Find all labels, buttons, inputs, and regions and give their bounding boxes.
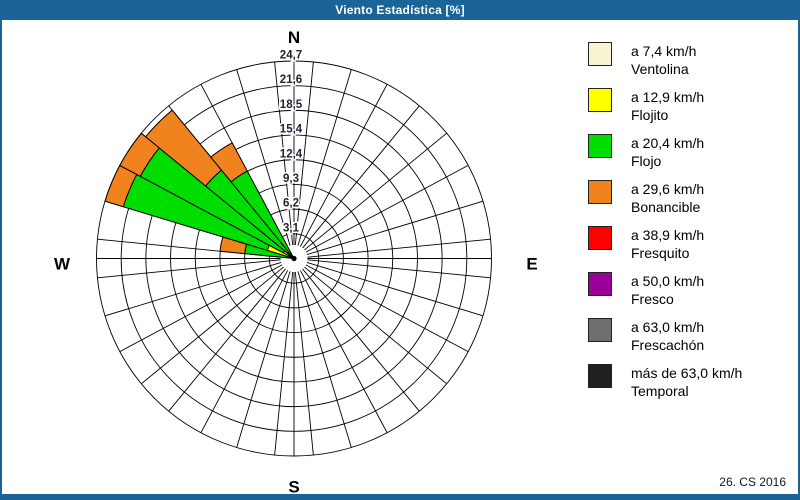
grid-spoke bbox=[168, 268, 286, 412]
grid-spoke bbox=[274, 61, 294, 246]
legend-label: a 20,4 km/h Flojo bbox=[631, 134, 704, 171]
legend-class-name: Flojito bbox=[631, 107, 669, 124]
legend-item-temporal: más de 63,0 km/h Temporal bbox=[588, 363, 788, 401]
legend-speed-range: a 12,9 km/h bbox=[631, 88, 705, 105]
legend-item-flojo: a 20,4 km/h Flojo bbox=[588, 133, 788, 171]
grid-spoke bbox=[299, 84, 388, 247]
cardinal-label-east: E bbox=[526, 255, 537, 274]
legend-label: a 63,0 km/h Frescachón bbox=[631, 318, 704, 355]
radial-tick-label: 24,7 bbox=[280, 50, 302, 62]
radial-tick-label: 3,1 bbox=[283, 222, 300, 234]
radial-tick-labels: 3,1 6,2 9,3 12,4 15,4 18,5 21,6 24,7 bbox=[278, 48, 304, 236]
grid-spoke bbox=[304, 132, 447, 251]
grid-spoke bbox=[294, 271, 314, 456]
legend-swatch bbox=[588, 42, 612, 66]
grid-spoke bbox=[236, 271, 291, 448]
rose-center-dot bbox=[291, 255, 297, 262]
legend-speed-range: a 20,4 km/h bbox=[631, 134, 705, 151]
legend-swatch bbox=[588, 271, 612, 296]
legend-speed-range: a 7,4 km/h bbox=[631, 43, 697, 59]
grid-spoke bbox=[104, 261, 282, 317]
cardinal-label-west: W bbox=[54, 255, 71, 274]
legend-item-flojito: a 12,9 km/h Flojito bbox=[588, 87, 788, 125]
grid-spoke bbox=[141, 266, 284, 385]
grid-spoke bbox=[274, 271, 294, 456]
legend-swatch bbox=[588, 133, 612, 158]
grid-spoke bbox=[236, 69, 291, 246]
legend-swatch bbox=[588, 363, 612, 388]
legend-label: a 12,9 km/h Flojito bbox=[631, 88, 704, 125]
title-bar[interactable]: Viento Estadística [%] bbox=[2, 0, 798, 20]
wind-sector-segment bbox=[119, 132, 160, 177]
grid-spoke bbox=[304, 266, 447, 385]
legend-class-name: Bonancible bbox=[631, 199, 701, 216]
legend-label: a 7,4 km/h Ventolina bbox=[631, 42, 696, 79]
legend: a 7,4 km/h Ventolina a 12,9 km/h Flojito a 2… bbox=[588, 42, 788, 410]
radial-tick-label: 9,3 bbox=[283, 173, 299, 185]
cardinal-labels: N E S W bbox=[54, 28, 538, 494]
legend-class-name: Fresquito bbox=[631, 245, 690, 262]
legend-swatch bbox=[588, 179, 612, 204]
grid-spoke bbox=[307, 238, 491, 258]
legend-label: más de 63,0 km/h Temporal bbox=[631, 364, 742, 401]
grid-spoke bbox=[200, 270, 289, 433]
legend-item-fresco: a 50,0 km/h Fresco bbox=[588, 271, 788, 309]
grid-spoke bbox=[306, 261, 484, 317]
legend-swatch bbox=[588, 317, 612, 342]
wind-sector-segment bbox=[145, 109, 222, 187]
grid-spoke bbox=[119, 264, 283, 352]
grid-spoke bbox=[297, 271, 352, 448]
grid-spoke bbox=[302, 105, 420, 249]
wind-sectors bbox=[104, 109, 295, 259]
cardinal-label-north: N bbox=[288, 28, 300, 47]
legend-speed-range: a 38,9 km/h bbox=[631, 226, 705, 243]
cardinal-label-south: S bbox=[288, 478, 299, 495]
legend-class-name: Flojo bbox=[631, 153, 662, 170]
footer-credit: 26. CS 2016 bbox=[719, 475, 786, 489]
grid-spoke bbox=[305, 165, 469, 253]
radial-tick-label: 18,5 bbox=[280, 99, 303, 111]
legend-class-name: Frescachón bbox=[631, 337, 705, 354]
grid-spoke bbox=[305, 264, 469, 352]
legend-speed-range: a 29,6 km/h bbox=[631, 180, 705, 197]
legend-class-name: Temporal bbox=[631, 383, 689, 400]
legend-class-name: Fresco bbox=[631, 291, 674, 308]
legend-speed-range: más de 63,0 km/h bbox=[631, 364, 743, 381]
grid-spoke bbox=[297, 69, 352, 246]
grid-spoke bbox=[302, 268, 420, 412]
grid-spoke bbox=[97, 259, 281, 279]
legend-label: a 38,9 km/h Fresquito bbox=[631, 226, 704, 263]
wind-rose-chart: 3,1 6,2 9,3 12,4 15,4 18,5 21,6 24,7 N E S W bbox=[54, 28, 538, 494]
grid-spoke bbox=[294, 61, 314, 246]
radial-tick-label: 12,4 bbox=[280, 148, 303, 160]
grid-spoke bbox=[307, 259, 491, 279]
legend-speed-range: a 50,0 km/h bbox=[631, 272, 705, 289]
legend-swatch bbox=[588, 87, 612, 112]
radial-tick-label: 21,6 bbox=[280, 74, 302, 86]
chart-area: 3,1 6,2 9,3 12,4 15,4 18,5 21,6 24,7 N E S W a 7,4 … bbox=[2, 20, 798, 494]
legend-label: a 50,0 km/h Fresco bbox=[631, 272, 704, 309]
radial-tick-label: 6,2 bbox=[283, 198, 299, 210]
legend-label: a 29,6 km/h Bonancible bbox=[631, 180, 704, 217]
legend-item-frescachon: a 63,0 km/h Frescachón bbox=[588, 317, 788, 355]
legend-item-ventolina: a 7,4 km/h Ventolina bbox=[588, 42, 788, 79]
grid-spoke bbox=[306, 200, 484, 256]
window-title: Viento Estadística [%] bbox=[335, 3, 465, 17]
wind-sector-segment bbox=[210, 142, 248, 183]
legend-item-fresquito: a 38,9 km/h Fresquito bbox=[588, 225, 788, 263]
legend-class-name: Ventolina bbox=[631, 61, 689, 78]
radial-tick-label: 15,4 bbox=[280, 124, 303, 136]
legend-swatch bbox=[588, 225, 612, 250]
legend-speed-range: a 63,0 km/h bbox=[631, 318, 705, 335]
grid-spoke bbox=[299, 270, 388, 433]
legend-item-bonancible: a 29,6 km/h Bonancible bbox=[588, 179, 788, 217]
